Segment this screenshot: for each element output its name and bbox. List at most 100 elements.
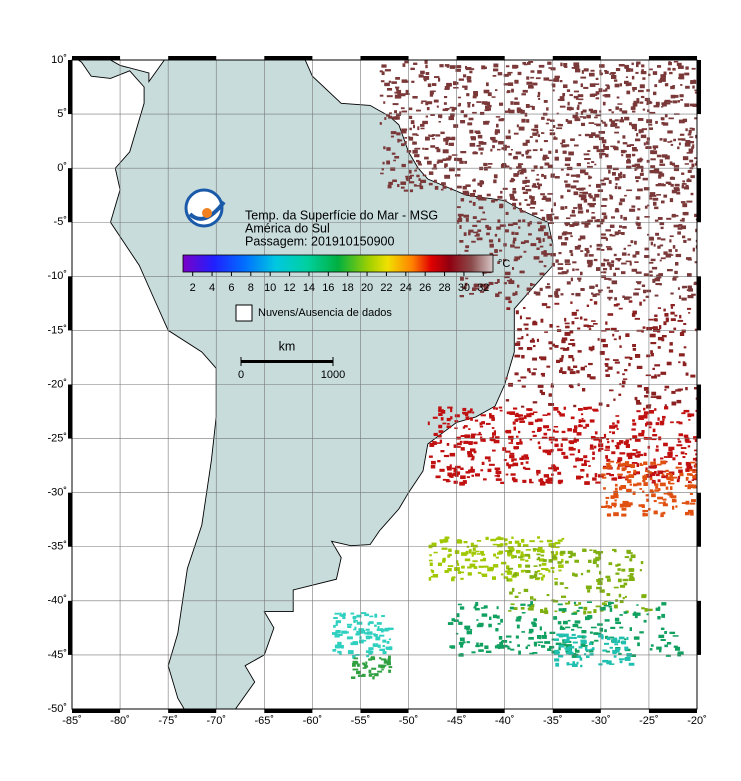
sst-pixel (465, 184, 471, 187)
sst-pixel (674, 183, 680, 187)
sst-pixel (662, 122, 669, 126)
sst-pixel (548, 294, 553, 298)
sst-pixel (624, 638, 627, 641)
sst-pixel (516, 549, 521, 554)
sst-pixel (335, 620, 341, 624)
sst-pixel (634, 261, 639, 264)
sst-pixel (424, 147, 429, 150)
sst-pixel (678, 142, 681, 146)
sst-pixel (589, 245, 592, 248)
sst-pixel (494, 645, 498, 649)
sst-pixel (500, 618, 503, 623)
sst-pixel (517, 337, 522, 340)
sst-pixel (527, 222, 531, 227)
sst-pixel (397, 91, 401, 96)
sst-pixel (649, 489, 654, 493)
sst-pixel (648, 508, 651, 511)
lat-tick-label: -10˚ (47, 270, 67, 282)
sst-pixel (618, 307, 623, 310)
sst-pixel (665, 486, 669, 490)
sst-pixel (690, 481, 693, 484)
sst-pixel (684, 72, 690, 76)
sst-pixel (590, 648, 595, 651)
sst-pixel (596, 564, 599, 568)
sst-pixel (635, 251, 640, 255)
sst-pixel (457, 220, 460, 224)
sst-pixel (475, 132, 481, 135)
frame-segment (168, 56, 217, 60)
sst-pixel (481, 461, 485, 466)
sst-pixel (356, 670, 361, 675)
sst-pixel (430, 465, 436, 469)
sst-pixel (608, 605, 612, 608)
sst-pixel (576, 475, 581, 480)
sst-pixel (536, 553, 541, 556)
sst-pixel (567, 636, 574, 639)
sst-pixel (600, 338, 606, 343)
sst-pixel (676, 62, 682, 67)
sst-pixel (666, 318, 669, 323)
frame-segment (68, 168, 72, 223)
sst-pixel (648, 127, 654, 130)
sst-pixel (444, 570, 449, 573)
sst-pixel (670, 486, 673, 491)
sst-pixel (614, 499, 617, 502)
sst-pixel (695, 458, 697, 462)
sst-pixel (676, 421, 681, 424)
sst-pixel (563, 457, 569, 459)
lon-tick-label: -85˚ (62, 715, 82, 727)
sst-pixel (411, 80, 415, 83)
sst-pixel (518, 226, 521, 229)
sst-pixel (434, 76, 440, 79)
sst-pixel (519, 457, 525, 461)
sst-pixel (608, 562, 613, 566)
sst-pixel (581, 70, 584, 74)
sst-pixel (367, 636, 373, 639)
sst-pixel (642, 177, 648, 181)
sst-pixel (375, 636, 381, 641)
sst-pixel (648, 236, 654, 240)
sst-pixel (605, 496, 610, 499)
sst-pixel (655, 232, 660, 236)
sst-pixel (333, 617, 338, 620)
sst-pixel (541, 576, 544, 581)
sst-pixel (669, 331, 675, 333)
sst-pixel (594, 123, 598, 126)
sst-pixel (663, 194, 668, 198)
sst-pixel (539, 225, 546, 229)
sst-pixel (578, 279, 581, 282)
sst-pixel (633, 469, 637, 474)
sst-pixel (388, 181, 393, 185)
sst-pixel (456, 436, 461, 440)
sst-pixel (659, 138, 663, 141)
sst-pixel (522, 62, 527, 65)
sst-pixel (381, 64, 387, 68)
sst-pixel (682, 235, 686, 239)
sst-pixel (479, 290, 485, 293)
sst-pixel (473, 566, 478, 569)
sst-pixel (384, 660, 391, 663)
sst-pixel (643, 187, 650, 191)
sst-pixel (645, 470, 650, 473)
sst-pixel (511, 477, 516, 481)
sst-pixel (531, 106, 535, 110)
sst-pixel (584, 253, 588, 257)
sst-pixel (532, 82, 538, 86)
sst-pixel (587, 589, 591, 593)
sst-pixel (615, 267, 620, 271)
sst-pixel (576, 370, 580, 374)
sst-pixel (609, 266, 612, 271)
sst-pixel (609, 118, 613, 122)
sst-pixel (451, 467, 457, 470)
sst-pixel (552, 555, 557, 560)
sst-pixel (589, 195, 593, 199)
sst-pixel (540, 554, 545, 557)
sst-pixel (353, 628, 357, 631)
sst-pixel (633, 611, 637, 616)
sst-pixel (622, 380, 626, 385)
sst-pixel (514, 246, 520, 249)
sst-pixel (635, 399, 641, 403)
sst-pixel (507, 578, 513, 582)
sst-pixel (588, 193, 592, 197)
